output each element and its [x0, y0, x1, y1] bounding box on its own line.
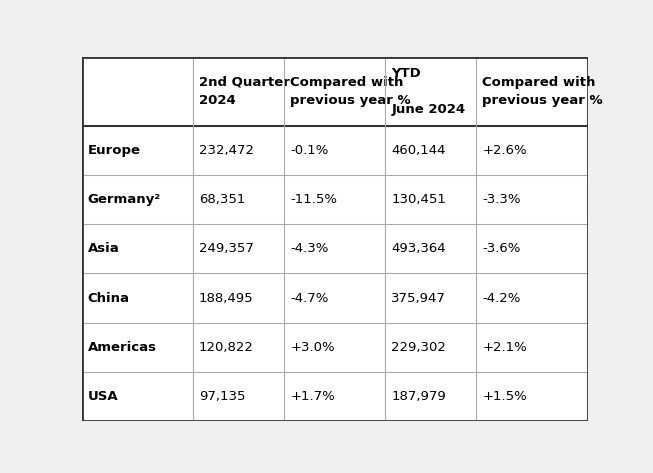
Text: -4.2%: -4.2% — [483, 291, 521, 305]
Text: 232,472: 232,472 — [199, 144, 254, 157]
Text: 249,357: 249,357 — [199, 242, 254, 255]
Text: 130,451: 130,451 — [391, 193, 446, 206]
Text: 187,979: 187,979 — [391, 390, 446, 403]
Text: Compared with
previous year %: Compared with previous year % — [290, 76, 411, 107]
Text: +1.5%: +1.5% — [483, 390, 527, 403]
Text: 97,135: 97,135 — [199, 390, 246, 403]
Text: 68,351: 68,351 — [199, 193, 246, 206]
Text: USA: USA — [88, 390, 118, 403]
Text: 120,822: 120,822 — [199, 341, 254, 354]
Text: 493,364: 493,364 — [391, 242, 446, 255]
Text: Compared with
previous year %: Compared with previous year % — [483, 76, 603, 107]
Text: +2.1%: +2.1% — [483, 341, 527, 354]
Text: -4.3%: -4.3% — [290, 242, 328, 255]
Text: 460,144: 460,144 — [391, 144, 446, 157]
Text: 229,302: 229,302 — [391, 341, 446, 354]
Text: Americas: Americas — [88, 341, 157, 354]
Text: +1.7%: +1.7% — [290, 390, 335, 403]
Text: Germany²: Germany² — [88, 193, 161, 206]
Text: -11.5%: -11.5% — [290, 193, 337, 206]
Text: Asia: Asia — [88, 242, 119, 255]
Text: +2.6%: +2.6% — [483, 144, 527, 157]
Text: 188,495: 188,495 — [199, 291, 253, 305]
Text: YTD

June 2024: YTD June 2024 — [391, 67, 466, 116]
Text: 375,947: 375,947 — [391, 291, 446, 305]
Text: -0.1%: -0.1% — [290, 144, 328, 157]
Text: -3.6%: -3.6% — [483, 242, 521, 255]
Text: China: China — [88, 291, 130, 305]
Text: -3.3%: -3.3% — [483, 193, 521, 206]
Text: Europe: Europe — [88, 144, 140, 157]
Text: 2nd Quarter
2024: 2nd Quarter 2024 — [199, 76, 290, 107]
Text: +3.0%: +3.0% — [290, 341, 335, 354]
Text: -4.7%: -4.7% — [290, 291, 328, 305]
